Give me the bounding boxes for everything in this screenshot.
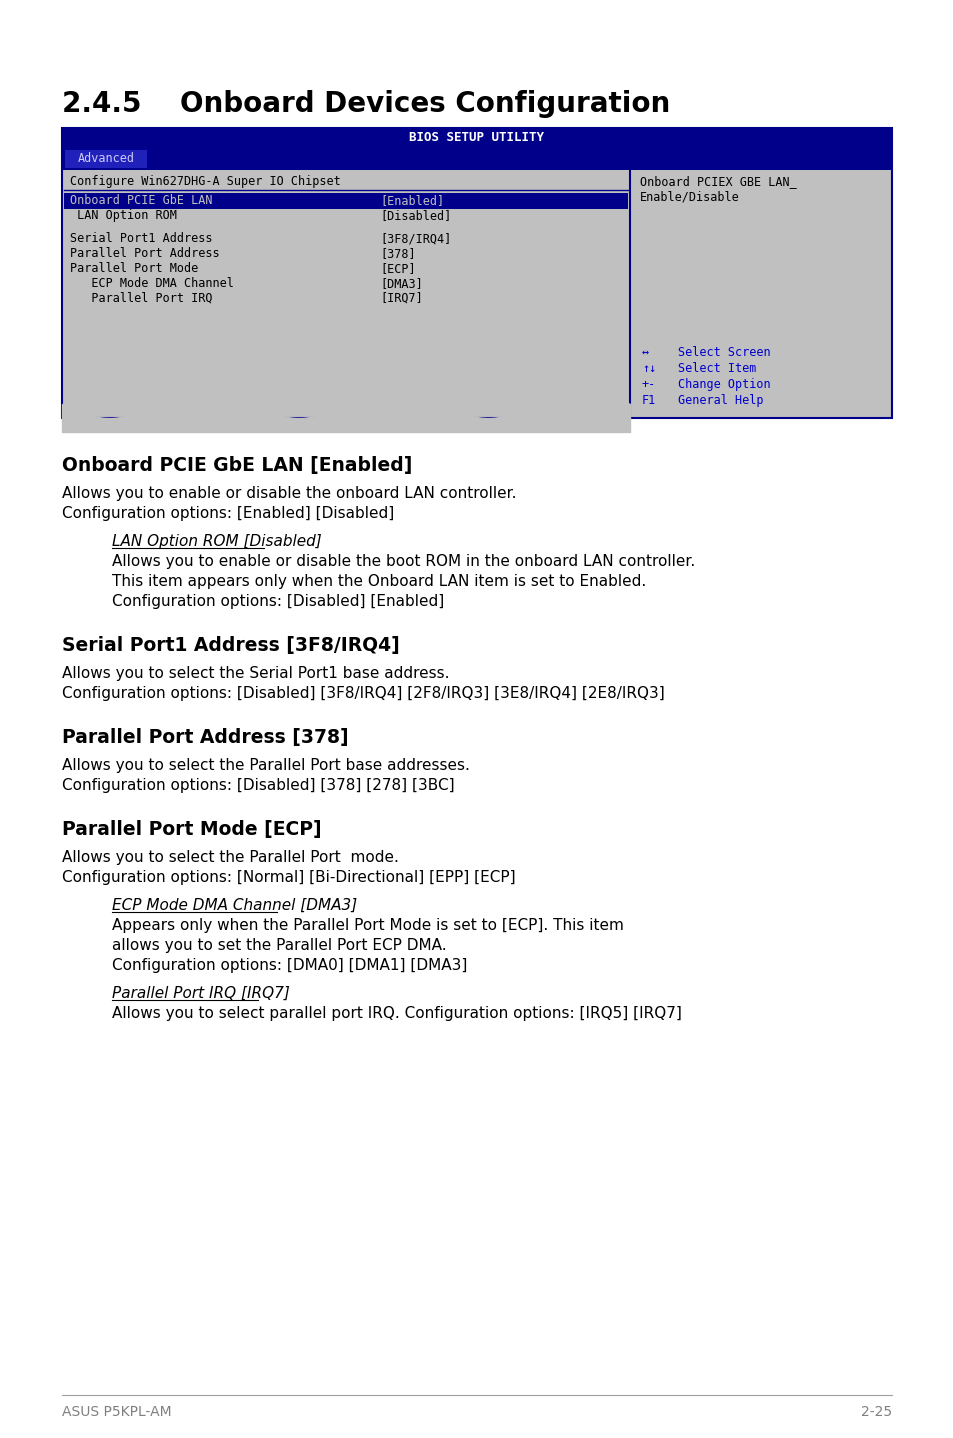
Text: Allows you to select parallel port IRQ. Configuration options: [IRQ5] [IRQ7]: Allows you to select parallel port IRQ. … — [112, 1007, 681, 1021]
Text: [DMA3]: [DMA3] — [379, 278, 422, 290]
Text: ↑↓: ↑↓ — [641, 362, 656, 375]
Text: LAN Option ROM [Disabled]: LAN Option ROM [Disabled] — [112, 533, 321, 549]
Text: Onboard PCIEX GBE LAN_
Enable/Disable: Onboard PCIEX GBE LAN_ Enable/Disable — [639, 175, 796, 203]
Text: Allows you to select the Parallel Port base addresses.: Allows you to select the Parallel Port b… — [62, 758, 470, 774]
Text: ↔: ↔ — [641, 347, 648, 360]
Text: Configuration options: [Disabled] [378] [278] [3BC]: Configuration options: [Disabled] [378] … — [62, 778, 455, 792]
Text: This item appears only when the Onboard LAN item is set to Enabled.: This item appears only when the Onboard … — [112, 574, 645, 590]
Text: Serial Port1 Address: Serial Port1 Address — [70, 232, 213, 244]
Text: BIOS SETUP UTILITY: BIOS SETUP UTILITY — [409, 131, 544, 144]
Text: Advanced: Advanced — [77, 152, 134, 165]
Text: Parallel Port IRQ: Parallel Port IRQ — [70, 292, 213, 305]
Text: Configuration options: [Disabled] [3F8/IRQ4] [2F8/IRQ3] [3E8/IRQ4] [2E8/IRQ3]: Configuration options: [Disabled] [3F8/I… — [62, 686, 664, 700]
Text: Parallel Port Mode: Parallel Port Mode — [70, 262, 198, 275]
Text: Configuration options: [DMA0] [DMA1] [DMA3]: Configuration options: [DMA0] [DMA1] [DM… — [112, 958, 467, 974]
Bar — [62, 128, 891, 150]
Bar — [65, 150, 147, 168]
Text: Appears only when the Parallel Port Mode is set to [ECP]. This item: Appears only when the Parallel Port Mode… — [112, 917, 623, 933]
Text: [Disabled]: [Disabled] — [379, 209, 451, 221]
Text: Parallel Port Address: Parallel Port Address — [70, 247, 219, 260]
Text: [IRQ7]: [IRQ7] — [379, 292, 422, 305]
Text: Configure Win627DHG-A Super IO Chipset: Configure Win627DHG-A Super IO Chipset — [70, 175, 340, 188]
Text: Allows you to enable or disable the onboard LAN controller.: Allows you to enable or disable the onbo… — [62, 486, 516, 500]
Text: 2-25: 2-25 — [860, 1405, 891, 1419]
Text: [3F8/IRQ4]: [3F8/IRQ4] — [379, 232, 451, 244]
Text: [Enabled]: [Enabled] — [379, 194, 444, 207]
Text: Allows you to select the Parallel Port  mode.: Allows you to select the Parallel Port m… — [62, 850, 398, 866]
Text: [ECP]: [ECP] — [379, 262, 416, 275]
Text: Configuration options: [Enabled] [Disabled]: Configuration options: [Enabled] [Disabl… — [62, 506, 394, 521]
Text: LAN Option ROM: LAN Option ROM — [70, 209, 176, 221]
Text: Onboard PCIE GbE LAN [Enabled]: Onboard PCIE GbE LAN [Enabled] — [62, 456, 412, 475]
Text: Allows you to select the Serial Port1 base address.: Allows you to select the Serial Port1 ba… — [62, 666, 449, 682]
Text: ASUS P5KPL-AM: ASUS P5KPL-AM — [62, 1405, 172, 1419]
Text: Change Option: Change Option — [678, 378, 770, 391]
Text: Parallel Port Mode [ECP]: Parallel Port Mode [ECP] — [62, 820, 321, 838]
Bar — [62, 128, 891, 418]
Text: Onboard PCIE GbE LAN: Onboard PCIE GbE LAN — [70, 194, 213, 207]
Text: [378]: [378] — [379, 247, 416, 260]
Text: Select Item: Select Item — [678, 362, 756, 375]
Text: allows you to set the Parallel Port ECP DMA.: allows you to set the Parallel Port ECP … — [112, 938, 446, 953]
Text: Allows you to enable or disable the boot ROM in the onboard LAN controller.: Allows you to enable or disable the boot… — [112, 554, 695, 569]
Text: Select Screen: Select Screen — [678, 347, 770, 360]
Text: F1: F1 — [641, 394, 656, 407]
Text: Parallel Port IRQ [IRQ7]: Parallel Port IRQ [IRQ7] — [112, 986, 290, 1001]
Text: ECP Mode DMA Channel: ECP Mode DMA Channel — [70, 278, 233, 290]
Text: General Help: General Help — [678, 394, 762, 407]
Text: Configuration options: [Normal] [Bi-Directional] [EPP] [ECP]: Configuration options: [Normal] [Bi-Dire… — [62, 870, 515, 884]
Bar — [62, 150, 891, 170]
Bar — [64, 193, 627, 209]
Text: 2.4.5    Onboard Devices Configuration: 2.4.5 Onboard Devices Configuration — [62, 91, 670, 118]
Text: ECP Mode DMA Channel [DMA3]: ECP Mode DMA Channel [DMA3] — [112, 897, 356, 913]
Text: Serial Port1 Address [3F8/IRQ4]: Serial Port1 Address [3F8/IRQ4] — [62, 636, 399, 654]
Text: Configuration options: [Disabled] [Enabled]: Configuration options: [Disabled] [Enabl… — [112, 594, 444, 610]
Text: +-: +- — [641, 378, 656, 391]
Text: Parallel Port Address [378]: Parallel Port Address [378] — [62, 728, 348, 746]
